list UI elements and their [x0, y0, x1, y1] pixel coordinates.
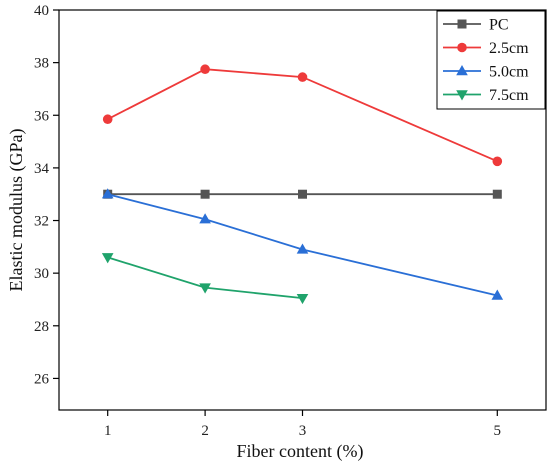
x-tick-label: 5 [494, 423, 502, 439]
data-point-5-0cm [199, 213, 211, 224]
x-tick-label: 3 [299, 423, 307, 439]
legend-label: 5.0cm [489, 64, 529, 81]
y-tick-label: 34 [34, 161, 50, 177]
legend-marker-5-0cm [456, 65, 468, 76]
data-point-7-5cm [296, 293, 309, 305]
y-tick-label: 30 [34, 266, 49, 282]
series-line-5-0cm [107, 193, 498, 297]
series-2-5cm [102, 64, 503, 167]
y-axis-title: Elastic modulus (GPa) [6, 129, 27, 292]
x-tick-label: 1 [104, 423, 112, 439]
data-point-pc [492, 189, 502, 199]
y-tick-label: 26 [34, 371, 50, 387]
data-point-pc [200, 189, 210, 199]
legend-item-2-5cm: 2.5cm [443, 40, 529, 57]
x-tick-label: 2 [201, 423, 209, 439]
legend-label: 7.5cm [489, 87, 529, 104]
data-point-5-0cm [101, 188, 114, 199]
data-point-7-5cm [199, 283, 211, 294]
legend-label: 2.5cm [489, 40, 529, 57]
y-tick-label: 28 [34, 319, 49, 335]
data-point-5-0cm [296, 243, 309, 254]
y-tick-label: 40 [34, 3, 49, 19]
legend-marker-2-5cm [457, 42, 467, 53]
legend-item-pc: PC [443, 17, 509, 34]
legend-item-7-5cm: 7.5cm [443, 87, 529, 104]
y-tick-label: 38 [34, 56, 49, 72]
legend-marker-pc [457, 19, 467, 29]
series-line-2-5cm [107, 68, 498, 163]
x-axis: 1 2 3 5 [104, 410, 501, 439]
data-point-7-5cm [101, 253, 114, 264]
data-point-5-0cm [491, 289, 504, 300]
y-tick-label: 36 [34, 108, 50, 124]
legend-marker-7-5cm [456, 90, 468, 101]
data-point-2-5cm [492, 156, 503, 167]
data-point-2-5cm [297, 72, 308, 82]
legend-label: PC [489, 17, 509, 34]
legend: PC 2.5cm 5.0cm 7.5cm [436, 10, 546, 110]
data-point-pc [298, 189, 307, 199]
x-axis-title: Fiber content (%) [237, 441, 364, 462]
series-7-5cm [101, 253, 309, 305]
legend-box [436, 10, 546, 110]
y-axis: 26 28 30 32 34 36 38 40 [34, 3, 59, 387]
y-tick-label: 32 [34, 214, 49, 230]
data-point-2-5cm [200, 64, 210, 75]
series-5-0cm [101, 188, 504, 300]
legend-item-5-0cm: 5.0cm [443, 64, 529, 81]
data-point-2-5cm [102, 114, 113, 125]
series-layer [101, 64, 504, 305]
